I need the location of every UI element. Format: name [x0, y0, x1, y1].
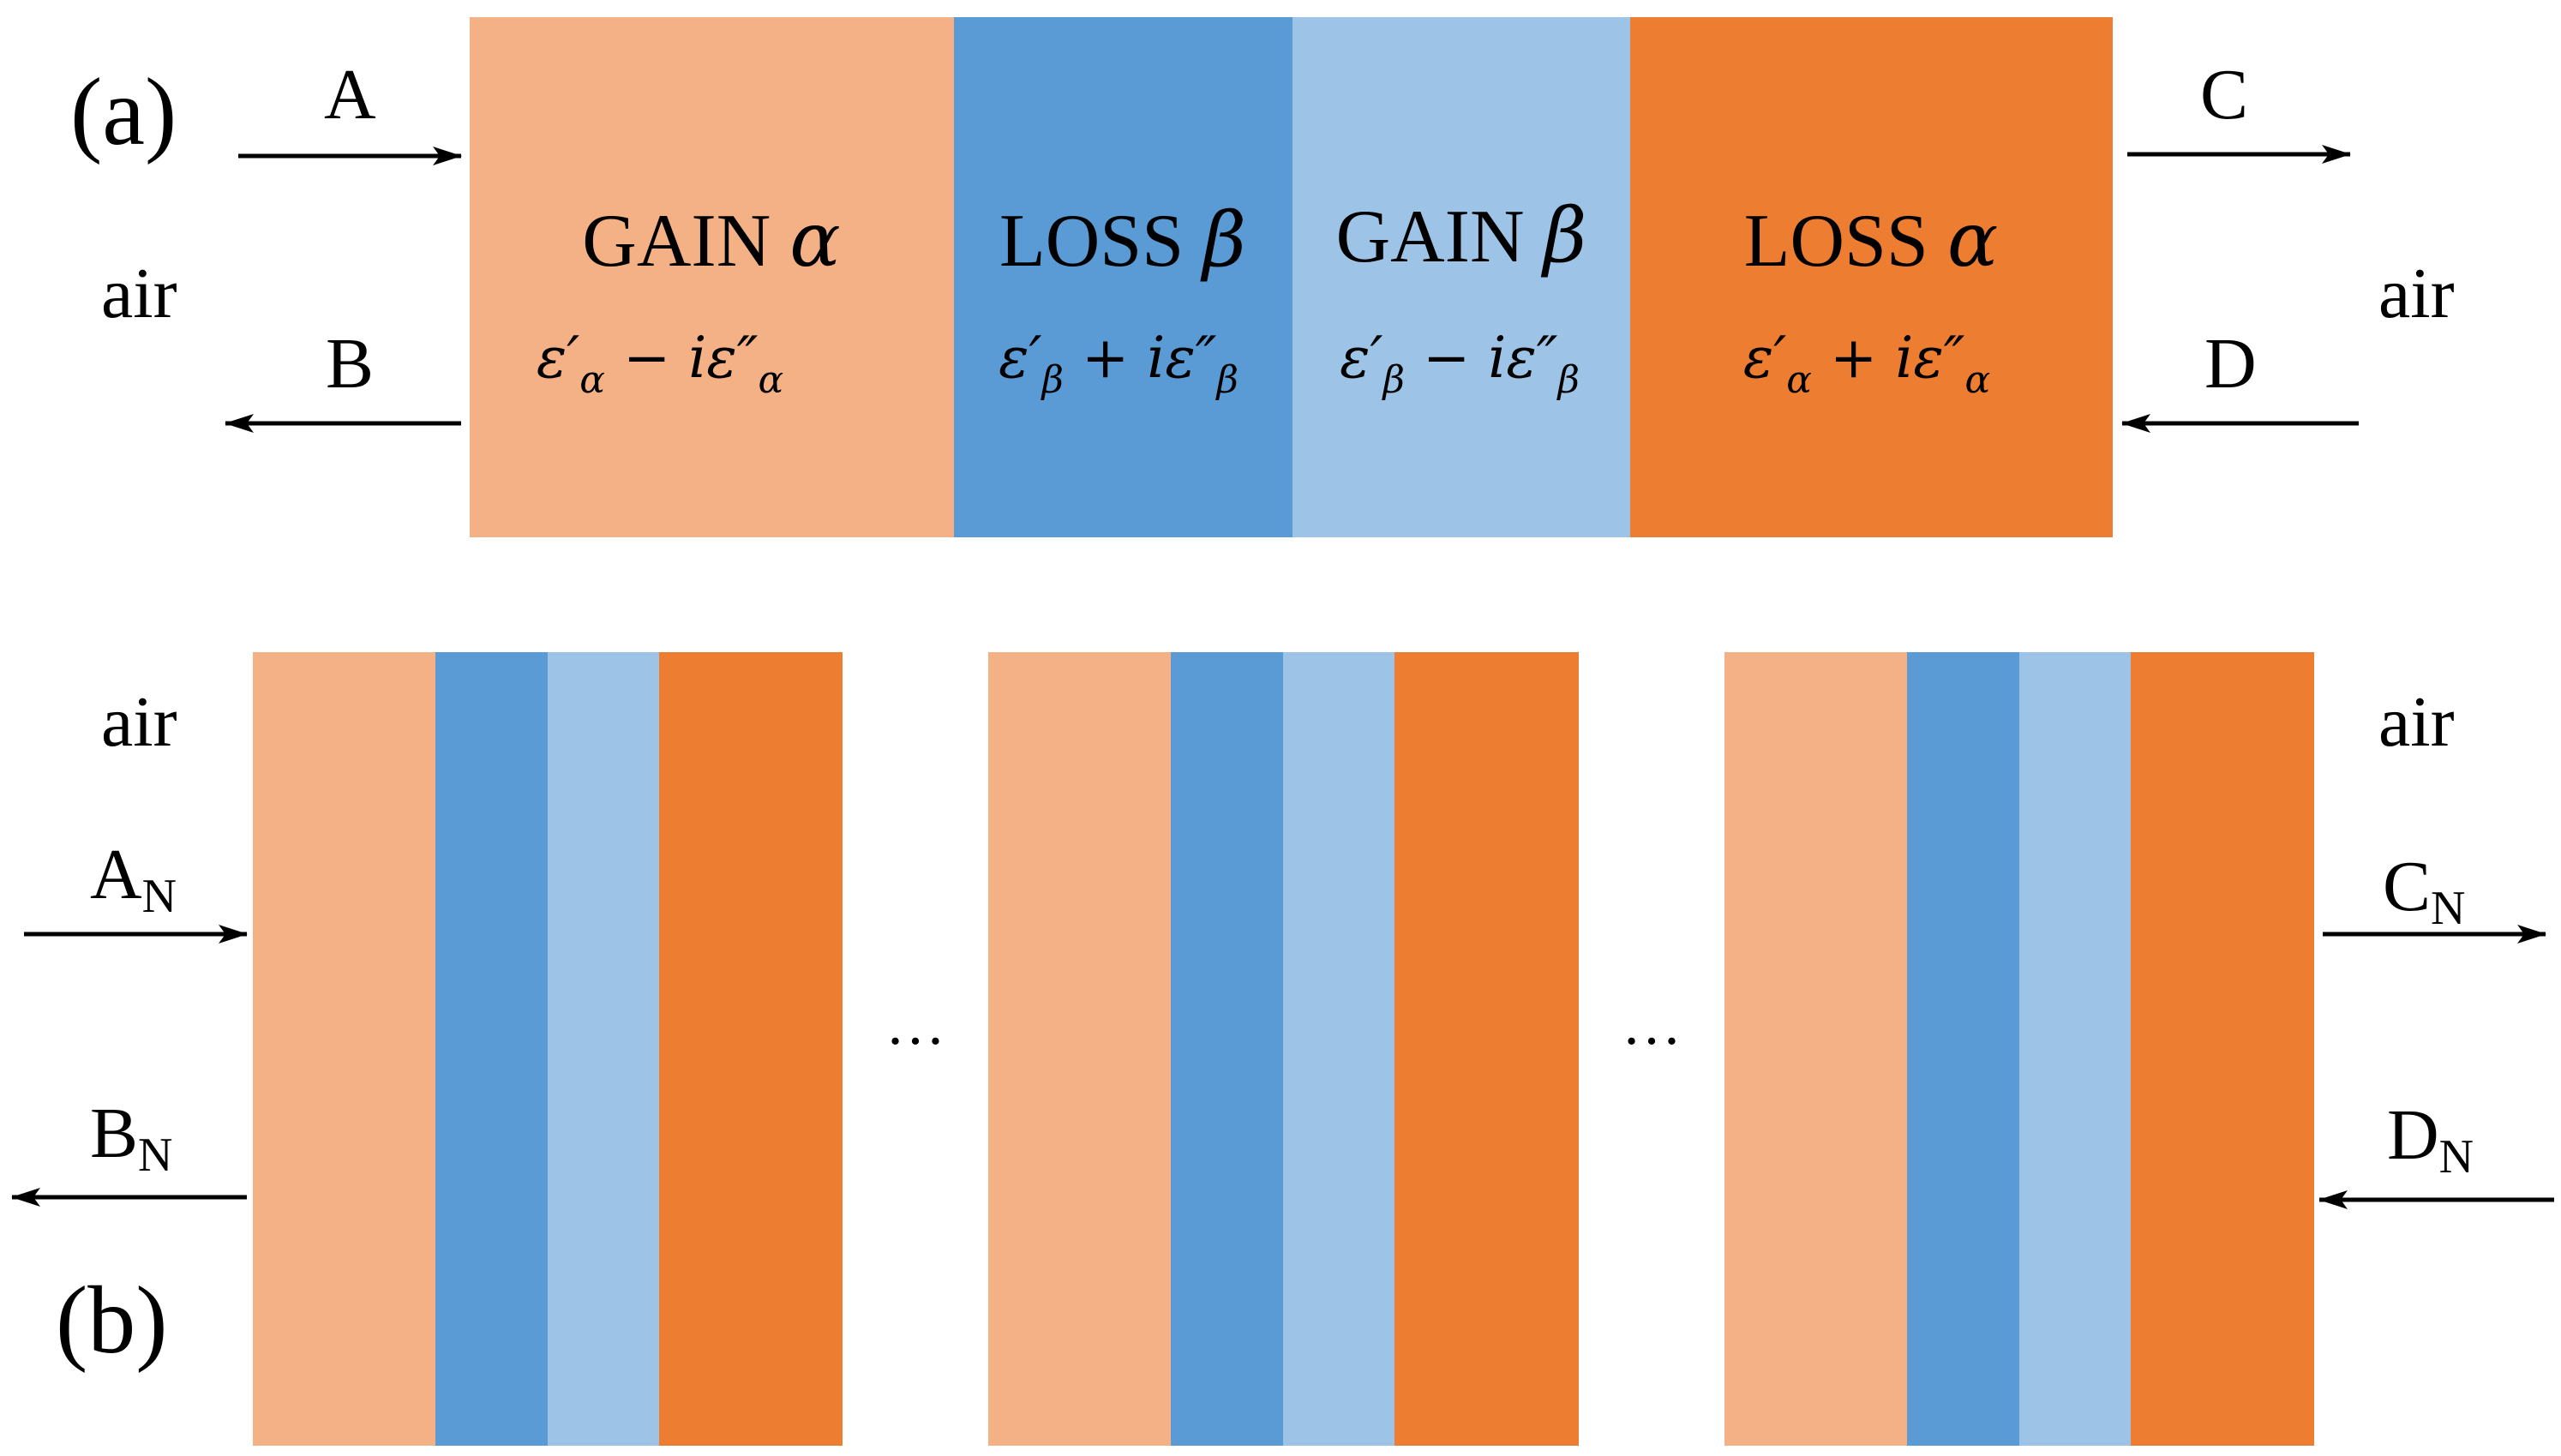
ellipsis-1: … [885, 992, 945, 1058]
port-label-bn: BN [90, 1093, 172, 1182]
port-label-b: B [326, 324, 374, 404]
layer-title-gain-beta: GAIN β [1336, 191, 1587, 279]
port-label-c: C [2200, 55, 2248, 135]
port-label-an: AN [90, 835, 177, 923]
permittivity-gain-beta: ε′β − iε″β [1340, 325, 1580, 402]
cell-1-loss-beta [435, 652, 548, 1446]
unit-cell-2 [988, 652, 1579, 1446]
layer-title-loss-beta: LOSS β [999, 195, 1246, 284]
layer-loss-alpha [1630, 17, 2113, 537]
layer-title-gain-alpha: GAIN α [582, 195, 840, 284]
permittivity-loss-beta: ε′β + iε″β [999, 325, 1239, 402]
cell-2-loss-alpha [1394, 652, 1579, 1446]
layer-gain-beta [1292, 17, 1630, 537]
layer-gain-alpha [470, 17, 954, 537]
port-label-dn: DN [2387, 1095, 2474, 1183]
unit-cell-3 [1724, 652, 2314, 1446]
port-label-d: D [2204, 324, 2257, 404]
cell-3-gain-alpha [1724, 652, 1907, 1446]
air-label-right-b: air [2378, 682, 2455, 762]
layer-title-loss-alpha: LOSS α [1744, 195, 1999, 284]
ellipsis-2: … [1622, 992, 1682, 1058]
cell-1-gain-beta [548, 652, 659, 1446]
cell-2-gain-beta [1283, 652, 1394, 1446]
cell-2-gain-alpha [988, 652, 1171, 1446]
cell-3-gain-beta [2019, 652, 2131, 1446]
cell-1-loss-alpha [659, 652, 843, 1446]
port-label-cn: CN [2383, 847, 2465, 935]
port-label-a: A [324, 55, 376, 135]
panel-a-label: (a) [70, 59, 177, 165]
cell-1-gain-alpha [253, 652, 435, 1446]
unit-cell-1 [253, 652, 843, 1446]
layer-loss-beta [954, 17, 1292, 537]
cell-3-loss-beta [1907, 652, 2019, 1446]
permittivity-gain-alpha: ε′α − iε″α [537, 325, 783, 402]
panel-b: … … air air (b) AN BN CN DN [11, 652, 2554, 1446]
cell-3-loss-alpha [2131, 652, 2314, 1446]
air-label-right-a: air [2378, 254, 2455, 333]
air-label-left-b: air [101, 682, 177, 762]
panel-b-label: (b) [56, 1267, 168, 1374]
air-label-left-a: air [101, 254, 177, 333]
panel-a: (a) GAIN α LOSS β GAIN β LOSS α ε′α − iε… [70, 17, 2455, 537]
cell-2-loss-beta [1171, 652, 1283, 1446]
permittivity-loss-alpha: ε′α + iε″α [1743, 325, 1990, 402]
